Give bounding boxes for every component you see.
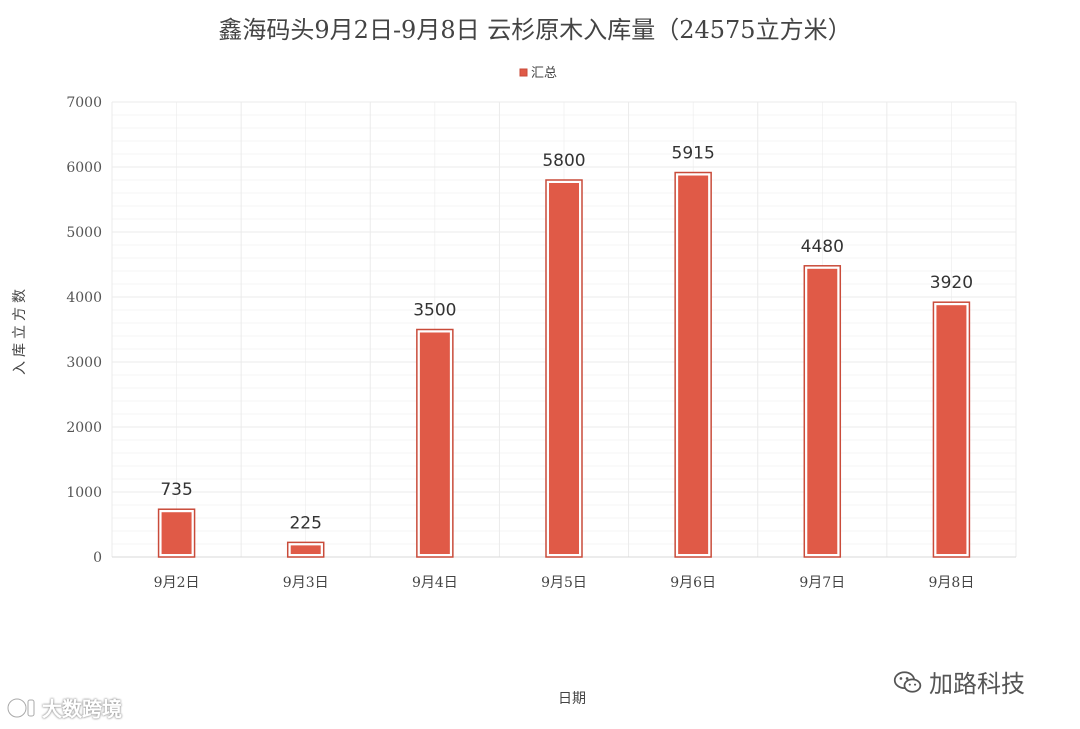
chart-title: 鑫海码头9月2日-9月8日 云杉原木入库量（24575立方米） [218,16,851,44]
watermark-left-text: 大数跨境 [42,697,122,721]
brand-logo-icon [6,697,35,718]
bar [807,268,838,554]
bar [290,545,321,554]
x-axis-ticks: 9月2日 9月3日 9月4日 9月5日 9月6日 9月7日 9月8日 [154,575,975,591]
y-tick-label: 6000 [66,160,102,176]
y-tick-label: 5000 [66,225,102,241]
data-label: 3500 [413,301,456,321]
data-labels: 735 225 3500 5800 5915 4480 3920 [160,144,973,534]
y-tick-label: 3000 [66,355,102,371]
bar [161,512,192,554]
bar [936,305,967,554]
data-label: 225 [289,513,321,533]
watermark-right-text: 加路科技 [929,670,1025,698]
legend: 汇总 [519,66,557,81]
x-tick-label: 9月6日 [670,575,716,591]
data-label: 3920 [930,273,973,293]
watermark-left: 大数跨境 [6,693,122,722]
data-label: 735 [160,480,192,500]
y-tick-label: 7000 [66,95,102,111]
x-tick-label: 9月8日 [929,575,975,591]
data-label: 5800 [542,151,585,171]
x-axis-label: 日期 [558,691,586,707]
bar [678,175,709,554]
x-tick-label: 9月2日 [154,575,200,591]
bar [549,183,579,554]
watermark-right: 加路科技 [893,664,1025,699]
bar [419,332,450,554]
legend-label: 汇总 [531,66,557,81]
y-tick-label: 1000 [66,485,102,501]
x-tick-label: 9月4日 [412,575,458,591]
bars [157,171,971,558]
data-label: 5915 [672,144,715,164]
wechat-icon [893,670,922,693]
y-tick-label: 0 [93,550,102,566]
y-tick-label: 2000 [66,420,102,436]
y-tick-label: 4000 [66,290,102,306]
legend-swatch [519,68,528,77]
y-axis-ticks: 0 1000 2000 3000 4000 5000 6000 7000 [66,95,102,566]
y-axis-label: 入库立方数 [12,285,28,375]
x-tick-label: 9月7日 [799,575,845,591]
data-label: 4480 [801,237,844,257]
x-tick-label: 9月5日 [541,575,587,591]
x-tick-label: 9月3日 [283,575,329,591]
